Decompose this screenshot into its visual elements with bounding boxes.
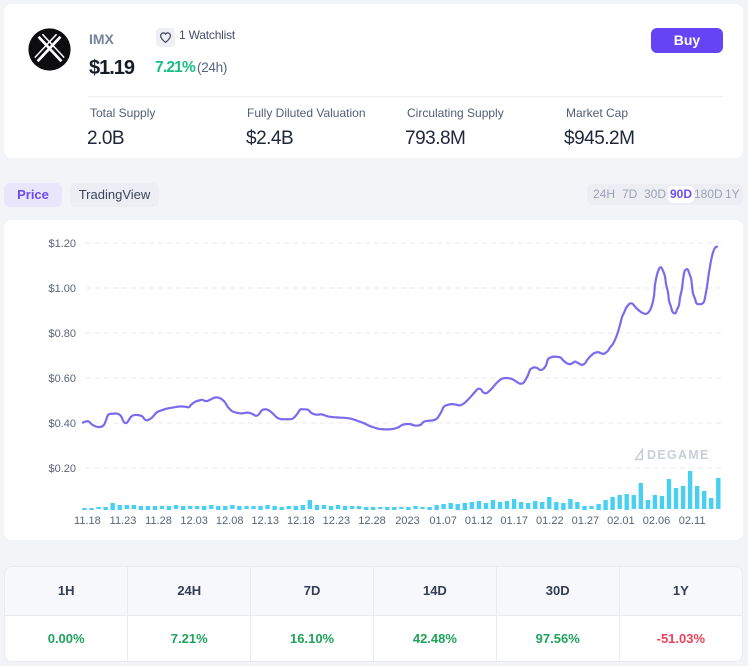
svg-text:12.23: 12.23 — [323, 515, 351, 527]
svg-text:$1.00: $1.00 — [48, 283, 76, 295]
svg-text:02.06: 02.06 — [643, 515, 671, 527]
svg-text:12.03: 12.03 — [180, 515, 208, 527]
svg-text:01.17: 01.17 — [500, 515, 528, 527]
svg-text:12.13: 12.13 — [251, 515, 279, 527]
svg-text:01.27: 01.27 — [572, 515, 600, 527]
svg-text:$0.60: $0.60 — [48, 373, 76, 385]
svg-text:11.18: 11.18 — [74, 515, 101, 527]
svg-text:$0.20: $0.20 — [48, 463, 76, 475]
svg-text:DEGAME: DEGAME — [647, 448, 710, 462]
svg-text:01.12: 01.12 — [465, 515, 493, 527]
svg-text:02.11: 02.11 — [679, 515, 706, 527]
svg-text:12.28: 12.28 — [358, 515, 386, 527]
svg-text:$1.20: $1.20 — [48, 238, 76, 250]
svg-text:11.28: 11.28 — [145, 515, 172, 527]
svg-text:12.08: 12.08 — [216, 515, 244, 527]
svg-text:$0.40: $0.40 — [48, 418, 76, 430]
svg-text:12.18: 12.18 — [287, 515, 315, 527]
svg-text:$0.80: $0.80 — [48, 328, 76, 340]
svg-text:11.23: 11.23 — [110, 515, 137, 527]
svg-text:01.22: 01.22 — [536, 515, 564, 527]
svg-text:02.01: 02.01 — [607, 515, 635, 527]
svg-text:2023: 2023 — [395, 515, 419, 527]
svg-text:01.07: 01.07 — [429, 515, 457, 527]
